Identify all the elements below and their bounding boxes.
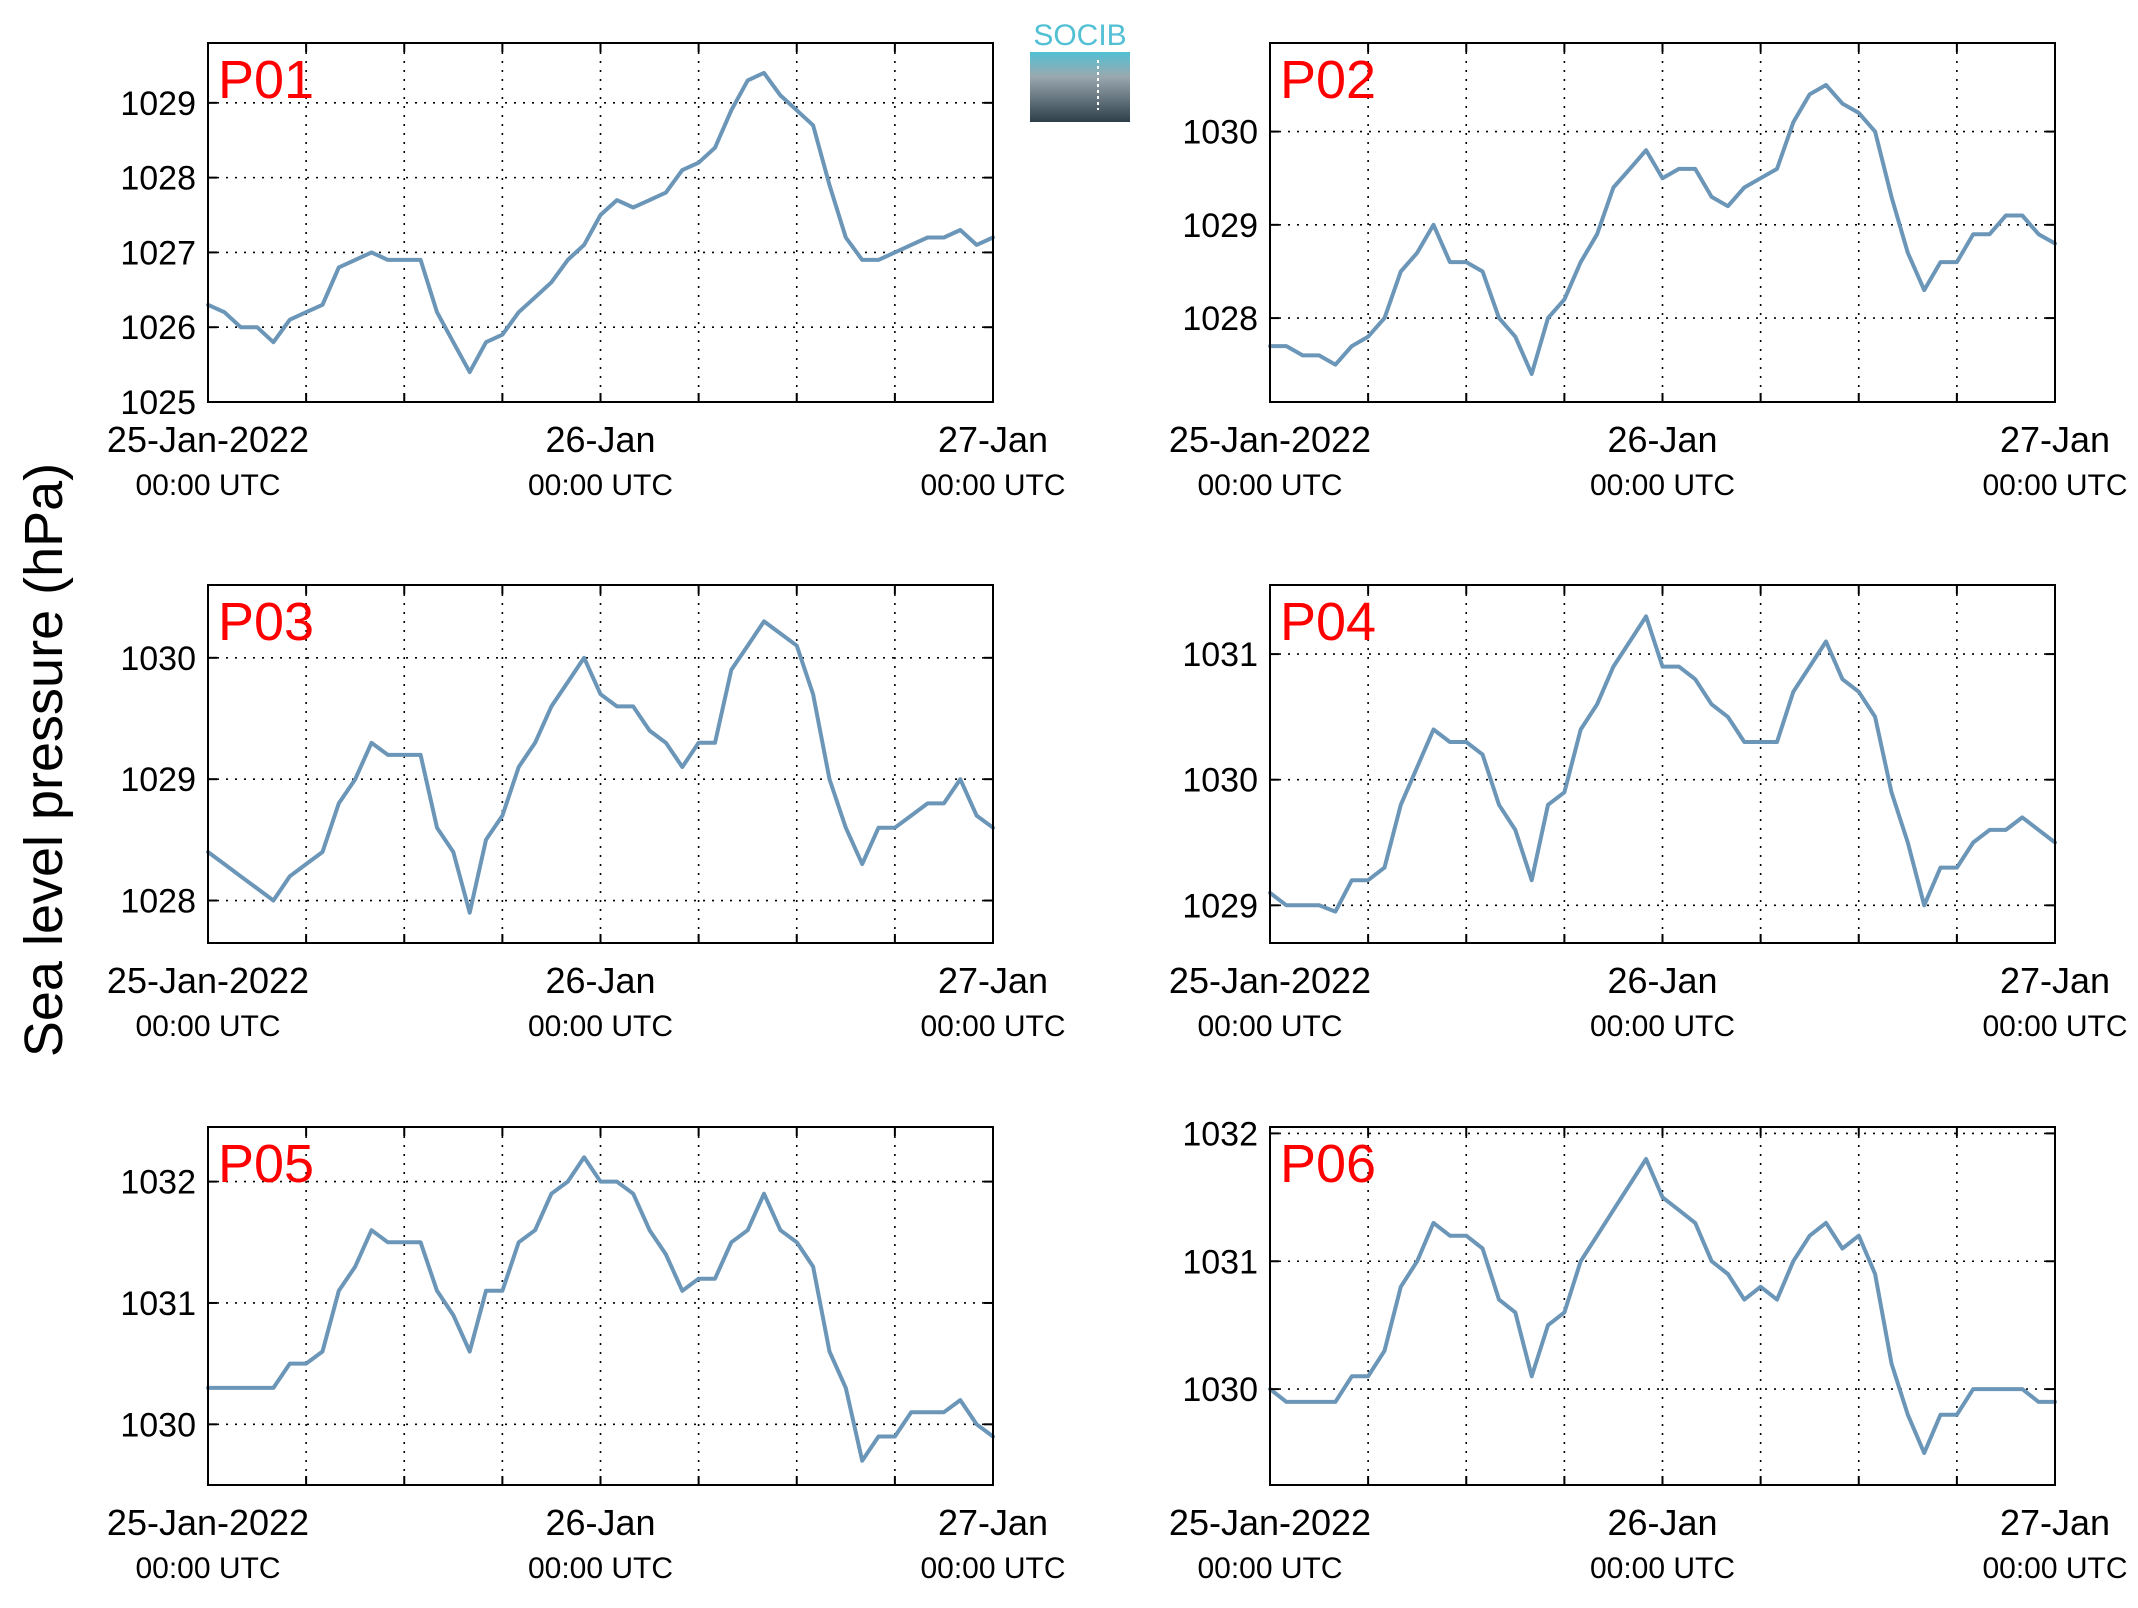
series-line-p3 <box>206 619 995 915</box>
panel-p06: 1030 1031 1032 25-Jan-2022 00:00 UTC 26-Jan 00… <box>1169 1115 2128 1585</box>
panel-label: P04 <box>1280 592 1376 652</box>
panel-label: P06 <box>1280 1134 1376 1194</box>
axes-frame <box>207 42 994 403</box>
y-tick-label: 1031 <box>120 1285 196 1323</box>
x-tick-label-date: 26-Jan <box>545 960 655 1001</box>
panel-p03: 1028 1029 1030 25-Jan-2022 00:00 UTC 26-Jan 00… <box>107 584 1066 1043</box>
y-tick-label: 1030 <box>120 640 196 678</box>
y-tick-label: 1028 <box>1182 300 1258 338</box>
panel-p04: 1029 1030 1031 25-Jan-2022 00:00 UTC 26-Jan 00… <box>1169 584 2128 1043</box>
x-tick-label-time: 00:00 UTC <box>1590 469 1735 502</box>
x-tick-label-time: 00:00 UTC <box>920 1010 1065 1043</box>
x-tick-label-date: 26-Jan <box>545 1502 655 1543</box>
y-tick-label: 1030 <box>120 1406 196 1444</box>
x-tick-label-date: 27-Jan <box>938 960 1048 1001</box>
logo-text: SOCIB <box>1033 19 1126 52</box>
y-tick-label: 1028 <box>120 160 196 198</box>
panel-label: P05 <box>218 1134 314 1194</box>
x-tick-label-date: 25-Jan-2022 <box>1169 1502 1371 1543</box>
panel-label: P03 <box>218 592 314 652</box>
socib-logo: SOCIB <box>1030 19 1130 122</box>
x-tick-label-date: 27-Jan <box>938 419 1048 460</box>
y-tick-label: 1030 <box>1182 1371 1258 1409</box>
x-tick-label-time: 00:00 UTC <box>135 1552 280 1585</box>
axes-frame <box>1269 584 2056 944</box>
panel-p02: 1028 1029 1030 25-Jan-2022 00:00 UTC 26-Jan 00… <box>1169 42 2128 502</box>
x-tick-label-time: 00:00 UTC <box>528 1552 673 1585</box>
x-tick-label-date: 27-Jan <box>938 1502 1048 1543</box>
x-tick-label-date: 27-Jan <box>2000 419 2110 460</box>
x-tick-label-time: 00:00 UTC <box>528 1010 673 1043</box>
y-tick-label: 1031 <box>1182 636 1258 674</box>
x-tick-label-time: 00:00 UTC <box>1590 1010 1735 1043</box>
x-tick-label-date: 25-Jan-2022 <box>107 960 309 1001</box>
series-line-p5 <box>206 1155 995 1463</box>
x-tick-label-date: 26-Jan <box>1607 1502 1717 1543</box>
panel-label: P01 <box>218 50 314 110</box>
x-tick-label-time: 00:00 UTC <box>1197 1552 1342 1585</box>
y-tick-label: 1029 <box>1182 887 1258 925</box>
y-tick-label: 1026 <box>120 309 196 347</box>
axes-frame <box>1269 1126 2056 1486</box>
panel-label: P02 <box>1280 50 1376 110</box>
x-tick-label-date: 26-Jan <box>545 419 655 460</box>
x-tick-label-date: 25-Jan-2022 <box>107 419 309 460</box>
series-line-p4 <box>1268 614 2057 914</box>
x-tick-label-date: 27-Jan <box>2000 1502 2110 1543</box>
x-tick-label-date: 25-Jan-2022 <box>1169 960 1371 1001</box>
x-tick-label-date: 25-Jan-2022 <box>107 1502 309 1543</box>
y-tick-label: 1029 <box>120 85 196 123</box>
axes-frame <box>1269 42 2056 403</box>
y-axis-label: Sea level pressure (hPa) <box>14 463 74 1057</box>
series-line-p6 <box>1268 1157 2057 1455</box>
x-tick-label-time: 00:00 UTC <box>135 469 280 502</box>
x-tick-label-time: 00:00 UTC <box>1982 469 2127 502</box>
x-tick-label-time: 00:00 UTC <box>1982 1010 2127 1043</box>
panel-p01: 1025 1026 1027 1028 1029 25-Jan-2022 00:00 UTC… <box>107 42 1066 502</box>
x-tick-label-time: 00:00 UTC <box>920 1552 1065 1585</box>
y-tick-label: 1030 <box>1182 114 1258 152</box>
logo-block <box>1030 52 1130 122</box>
y-tick-label: 1030 <box>1182 762 1258 800</box>
series-line-p1 <box>206 70 995 375</box>
x-tick-label-date: 25-Jan-2022 <box>1169 419 1371 460</box>
y-tick-label: 1025 <box>120 384 196 422</box>
y-tick-label: 1027 <box>120 234 196 272</box>
y-tick-label: 1029 <box>1182 207 1258 245</box>
x-tick-label-time: 00:00 UTC <box>1590 1552 1735 1585</box>
x-tick-label-date: 26-Jan <box>1607 419 1717 460</box>
axes-frame <box>207 584 994 944</box>
x-tick-label-date: 26-Jan <box>1607 960 1717 1001</box>
x-tick-label-time: 00:00 UTC <box>1197 1010 1342 1043</box>
x-tick-label-time: 00:00 UTC <box>528 469 673 502</box>
x-tick-label-time: 00:00 UTC <box>135 1010 280 1043</box>
y-tick-label: 1032 <box>1182 1115 1258 1153</box>
x-tick-label-time: 00:00 UTC <box>1197 469 1342 502</box>
panel-p05: 1030 1031 1032 25-Jan-2022 00:00 UTC 26-Jan 00… <box>107 1126 1066 1585</box>
y-tick-label: 1032 <box>120 1164 196 1202</box>
y-tick-label: 1028 <box>120 883 196 921</box>
y-tick-label: 1029 <box>120 761 196 799</box>
y-tick-label: 1031 <box>1182 1243 1258 1281</box>
x-tick-label-time: 00:00 UTC <box>1982 1552 2127 1585</box>
series-line-p2 <box>1268 83 2057 376</box>
x-tick-label-date: 27-Jan <box>2000 960 2110 1001</box>
x-tick-label-time: 00:00 UTC <box>920 469 1065 502</box>
